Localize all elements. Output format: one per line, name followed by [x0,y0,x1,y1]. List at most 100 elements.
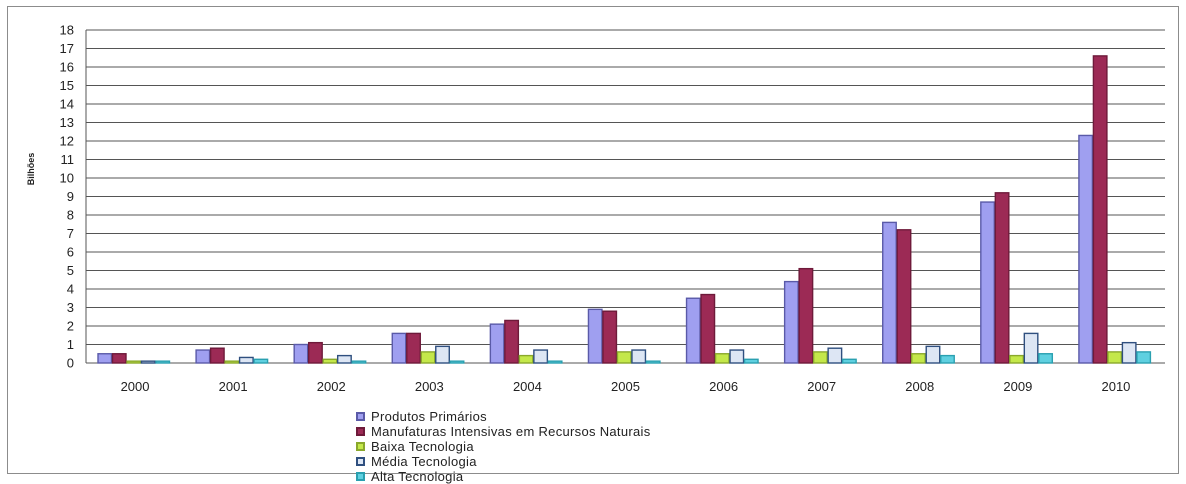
bar [602,310,618,364]
bar [293,343,309,364]
bar [504,319,520,364]
bar [406,332,421,364]
y-axis-label: Bilhões [26,153,36,186]
legend-label: Manufaturas Intensivas em Recursos Natur… [371,424,651,439]
x-tick-label: 2007 [807,379,836,394]
bar [155,360,171,364]
y-tick-label: 14 [60,97,74,112]
bar [224,360,240,364]
y-tick-label: 2 [67,319,74,334]
x-tick-label: 2000 [121,379,150,394]
chart-frame: 0 1 2 3 4 5 6 7 8 9 10 11 12 13 14 15 16 17 18 2000 2001 200… [7,6,1179,484]
legend-label: Baixa Tecnologia [371,439,474,454]
bar [827,347,843,364]
x-tick-label: 2001 [219,379,248,394]
x-axis-ticks: 2000 2001 2002 2003 2004 2005 2006 2007 2008 2009… [121,379,1131,394]
legend-label: Alta Tecnologia [371,469,464,484]
x-tick-label: 2008 [905,379,934,394]
bar [111,353,127,364]
bar [435,345,450,364]
x-tick-label: 2002 [317,379,346,394]
y-tick-label: 7 [67,226,74,241]
bar [307,341,323,364]
y-tick-label: 10 [60,171,74,186]
bar [449,360,465,364]
legend-label: Média Tecnologia [371,454,477,469]
legend-swatch [356,412,365,421]
bar [1107,351,1123,364]
legend-swatch [356,457,365,466]
y-tick-label: 0 [67,356,74,371]
y-tick-label: 4 [67,282,74,297]
bar [980,201,996,364]
x-tick-label: 2006 [709,379,738,394]
bar [420,351,436,364]
gridlines [85,29,1165,364]
x-tick-label: 2004 [513,379,542,394]
bar [911,353,926,364]
y-tick-label: 17 [60,41,74,56]
bar [1038,353,1054,364]
y-tick-label: 6 [67,245,74,260]
bar [547,360,563,364]
y-tick-label: 16 [60,60,74,75]
x-tick-label: 2009 [1003,379,1032,394]
bar [616,351,632,364]
bar [714,353,730,364]
bar [587,308,603,364]
legend-swatch [356,442,365,451]
bar [1009,354,1025,364]
bar [209,347,225,364]
y-tick-label: 15 [60,78,74,93]
bar [195,349,211,364]
bar [126,360,142,364]
y-tick-label: 3 [67,300,74,315]
y-tick-label: 13 [60,115,74,130]
bar [631,349,647,364]
bar [700,293,716,364]
bar [896,229,912,364]
bar [1078,134,1094,364]
legend-item: Média Tecnologia [356,454,651,469]
bar [391,332,407,364]
bar [685,297,701,364]
legend-label: Produtos Primários [371,409,487,424]
x-tick-label: 2005 [611,379,640,394]
bar [783,280,799,364]
bar [812,351,828,364]
bar [841,358,857,364]
legend-item: Manufaturas Intensivas em Recursos Natur… [356,424,651,439]
bar [1121,341,1137,364]
bar [489,323,505,364]
bar [97,353,113,364]
bar [1136,351,1152,364]
bar [322,358,338,364]
legend-item: Baixa Tecnologia [356,439,651,454]
bars [97,55,1152,364]
legend-item: Produtos Primários [356,409,651,424]
bar [336,354,352,364]
bar [140,360,156,364]
bar [925,345,941,364]
bar [645,360,661,364]
bar [882,221,897,364]
bar [743,358,759,364]
bar [798,267,814,364]
y-tick-label: 18 [60,23,74,38]
x-tick-label: 2010 [1101,379,1130,394]
legend-swatch [356,427,365,436]
bar [994,192,1010,364]
legend-swatch [356,472,365,481]
y-tick-label: 8 [67,208,74,223]
bar [253,358,269,364]
y-tick-label: 1 [67,337,74,352]
y-tick-label: 11 [61,152,75,167]
bar [351,360,367,364]
bar [940,354,955,364]
y-tick-label: 5 [67,263,74,278]
bar [238,356,254,364]
bar [518,354,534,364]
legend-item: Alta Tecnologia [356,469,651,484]
